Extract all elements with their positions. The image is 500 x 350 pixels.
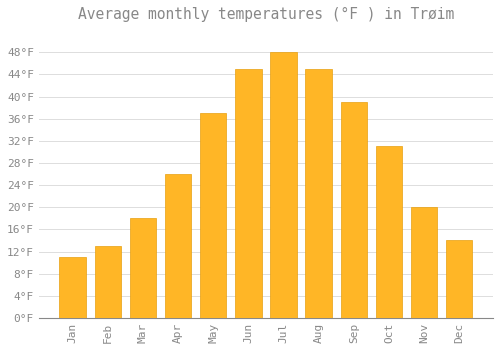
Bar: [376, 146, 402, 318]
Bar: [165, 174, 191, 318]
Bar: [306, 69, 332, 318]
Bar: [340, 102, 367, 318]
Bar: [235, 69, 262, 318]
Bar: [130, 218, 156, 318]
Bar: [94, 246, 121, 318]
Bar: [411, 207, 438, 318]
Bar: [270, 52, 296, 318]
Title: Average monthly temperatures (°F ) in Trøim: Average monthly temperatures (°F ) in Tr…: [78, 7, 454, 22]
Bar: [60, 257, 86, 318]
Bar: [446, 240, 472, 318]
Bar: [200, 113, 226, 318]
